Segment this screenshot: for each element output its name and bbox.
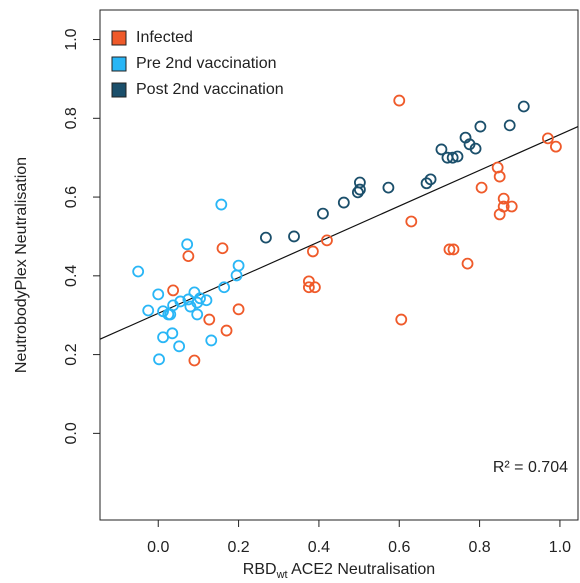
point xyxy=(405,215,418,228)
point xyxy=(420,177,433,190)
point xyxy=(142,304,155,317)
legend-swatch xyxy=(111,30,127,46)
point xyxy=(461,257,474,270)
point xyxy=(184,300,197,313)
plot-frame xyxy=(99,9,579,521)
point xyxy=(469,142,482,155)
point xyxy=(132,265,145,278)
x-tick-label: 1.0 xyxy=(549,539,571,556)
point xyxy=(162,308,175,321)
point xyxy=(232,303,245,316)
point xyxy=(493,208,506,221)
point xyxy=(259,231,272,244)
point xyxy=(351,186,364,199)
point xyxy=(153,353,165,366)
point xyxy=(302,275,315,288)
legend-label: Post 2nd vaccination xyxy=(136,81,284,98)
point xyxy=(215,198,228,211)
y-tick-label: 0.2 xyxy=(63,343,80,365)
point xyxy=(393,94,406,107)
fit-line xyxy=(99,126,579,340)
point xyxy=(443,243,456,256)
point xyxy=(216,242,229,255)
point xyxy=(353,183,366,196)
point xyxy=(395,313,408,326)
point xyxy=(152,288,165,301)
point xyxy=(475,181,488,194)
point xyxy=(505,200,518,213)
point xyxy=(205,334,218,347)
point xyxy=(435,143,448,156)
annotation: R² = 0.704 xyxy=(493,459,568,476)
point xyxy=(188,286,201,299)
y-axis-label: NeutrobodyPlex Neutralisation xyxy=(13,157,30,373)
legend-label: Infected xyxy=(136,29,193,46)
point xyxy=(447,243,460,256)
x-tick-label: 0.4 xyxy=(308,539,330,556)
point xyxy=(302,281,315,294)
point xyxy=(517,100,530,113)
point xyxy=(541,132,554,145)
x-label-main: RBD xyxy=(243,561,277,578)
point xyxy=(503,119,516,132)
x-tick-label: 0.6 xyxy=(388,539,410,556)
point xyxy=(446,151,459,164)
legend-swatch xyxy=(111,82,127,98)
point xyxy=(167,284,180,297)
y-tick-label: 1.0 xyxy=(63,28,80,50)
point xyxy=(173,340,186,353)
point xyxy=(181,238,194,251)
point xyxy=(337,196,350,209)
x-tick-label: 0.2 xyxy=(227,539,249,556)
point xyxy=(493,170,506,183)
point xyxy=(218,281,231,294)
point xyxy=(321,234,333,247)
x-axis-label: RBDwt ACE2 Neutralisation xyxy=(243,561,435,581)
point xyxy=(191,308,204,321)
y-tick-label: 0.4 xyxy=(63,265,80,287)
point xyxy=(288,230,300,243)
point xyxy=(166,327,179,340)
x-tick-label: 0.0 xyxy=(147,539,169,556)
point xyxy=(232,259,245,272)
x-label-rest: ACE2 Neutralisation xyxy=(288,561,436,578)
x-label-sub: wt xyxy=(276,569,288,581)
point xyxy=(188,354,201,367)
legend-swatch xyxy=(111,56,127,72)
y-tick-label: 0.8 xyxy=(63,107,80,129)
x-tick-label: 0.8 xyxy=(468,539,490,556)
point xyxy=(203,313,216,326)
point xyxy=(306,245,319,258)
point xyxy=(230,269,243,282)
point xyxy=(424,173,437,186)
point xyxy=(182,250,195,263)
point xyxy=(474,120,487,133)
legend-label: Pre 2nd vaccination xyxy=(136,55,277,72)
point xyxy=(220,324,233,337)
point xyxy=(550,140,562,153)
y-tick-label: 0.0 xyxy=(63,422,80,444)
point xyxy=(497,192,510,205)
point xyxy=(382,181,395,194)
point xyxy=(317,207,329,220)
point xyxy=(174,295,187,308)
y-tick-label: 0.6 xyxy=(63,186,80,208)
point xyxy=(451,150,464,163)
point xyxy=(308,281,321,294)
